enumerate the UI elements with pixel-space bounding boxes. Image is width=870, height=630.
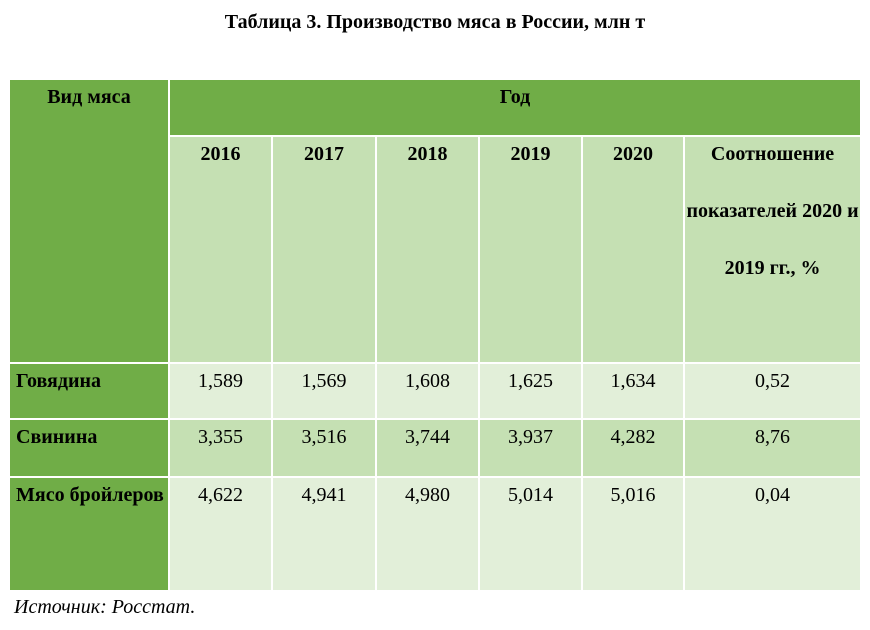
- data-row: Говядина 1,589 1,569 1,608 1,625 1,634 0,52: [8, 362, 863, 420]
- header-cell: 2018: [375, 135, 480, 364]
- header-cell: 2019: [478, 135, 583, 364]
- data-cell: 1,569: [271, 362, 377, 420]
- data-cell: 4,941: [271, 476, 377, 592]
- cell-text: 3,744: [405, 426, 450, 448]
- header-cell: Год: [167, 78, 863, 137]
- cell-text: 2018: [407, 143, 448, 165]
- header-cell: 2016: [168, 135, 273, 364]
- cell-text: 3,355: [198, 426, 243, 448]
- header-cell: Соотношение показателей 2020 и 2019 гг.,…: [682, 135, 863, 364]
- cell-text: 2016: [200, 143, 241, 165]
- data-cell: 1,589: [168, 362, 273, 420]
- data-cell: 5,014: [478, 476, 583, 592]
- data-cell: 4,622: [168, 476, 273, 592]
- cell-text: 1,589: [198, 370, 243, 392]
- cell-text: Мясо бройлеров: [16, 484, 164, 506]
- table-body: Вид мяса Год 2016 2017 2018 2019 2020 Соотнош…: [8, 78, 863, 592]
- row-label: Мясо бройлеров: [8, 476, 170, 592]
- data-cell: 5,016: [581, 476, 685, 592]
- cell-text: 1,634: [610, 370, 656, 392]
- cell-text: 5,014: [508, 484, 553, 506]
- data-cell: 4,282: [581, 418, 685, 478]
- data-cell: 1,634: [581, 362, 685, 420]
- cell-text: 2020: [613, 143, 653, 165]
- cell-text: 0,04: [755, 484, 791, 506]
- cell-text: 1,608: [405, 370, 450, 392]
- cell-text: 4,282: [610, 426, 656, 448]
- row-label: Свинина: [8, 418, 170, 478]
- table-title: Таблица 3. Производство мяса в России, м…: [224, 11, 646, 33]
- data-cell: 1,608: [375, 362, 480, 420]
- cell-text: 3,516: [301, 426, 347, 448]
- row-label: Говядина: [8, 362, 170, 420]
- data-row: Свинина 3,355 3,516 3,744 3,937 4,282 8,76: [8, 418, 863, 478]
- header-cell: 2017: [271, 135, 377, 364]
- data-cell: 3,516: [271, 418, 377, 478]
- cell-text: 1,625: [508, 370, 553, 392]
- cell-text: 4,980: [405, 484, 450, 506]
- cell-text: Говядина: [16, 370, 101, 392]
- cell-text: Вид мяса: [47, 86, 131, 108]
- cell-text: 3,937: [508, 426, 553, 448]
- data-cell: 8,76: [682, 418, 863, 478]
- cell-text: 4,941: [301, 484, 347, 506]
- table: Вид мяса Год 2016 2017 2018 2019 2020 Соотнош…: [8, 78, 863, 592]
- data-cell: 3,937: [478, 418, 583, 478]
- data-cell: 3,744: [375, 418, 480, 478]
- cell-text: 2019: [510, 143, 551, 165]
- cell-text: 0,52: [755, 370, 791, 392]
- cell-text: 2017: [304, 143, 344, 165]
- cell-text: 1,569: [301, 370, 347, 392]
- cell-text: Год: [499, 86, 531, 108]
- source-note: Источник: Росстат.: [14, 596, 196, 618]
- header-cell: 2020: [581, 135, 685, 364]
- header-row: Вид мяса Год: [8, 78, 863, 364]
- header-cell: Вид мяса: [8, 78, 170, 364]
- data-cell: 0,52: [682, 362, 863, 420]
- data-cell: 4,980: [375, 476, 480, 592]
- cell-text: Свинина: [16, 426, 98, 448]
- data-cell: 0,04: [682, 476, 863, 592]
- cell-text: Соотношение показателей 2020 и 2019 гг.,…: [686, 143, 859, 279]
- data-cell: 1,625: [478, 362, 583, 420]
- cell-text: 4,622: [198, 484, 243, 506]
- header-row: 2016 2017 2018 2019 2020 Соотношение показате…: [9, 135, 863, 364]
- data-row: Мясо бройлеров 4,622 4,941 4,980 5,014 5,016 0…: [8, 476, 863, 592]
- cell-text: 8,76: [755, 426, 791, 448]
- cell-text: 5,016: [610, 484, 656, 506]
- data-cell: 3,355: [168, 418, 273, 478]
